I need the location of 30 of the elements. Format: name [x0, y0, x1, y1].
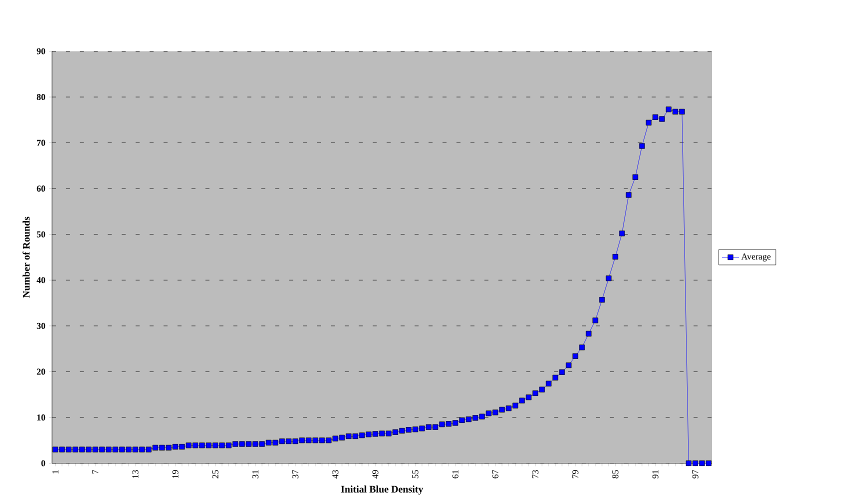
y-tick-label: 50: [36, 231, 46, 238]
y-tick-label: 20: [36, 368, 46, 375]
x-axis-title: Initial Blue Density: [341, 486, 424, 495]
x-tick-label: 1: [52, 470, 58, 474]
x-tick-label: 7: [92, 470, 98, 474]
x-tick-label: 97: [692, 470, 698, 478]
x-tick-label: 73: [532, 470, 538, 478]
y-tick-label: 0: [41, 460, 46, 466]
y-tick-label: 80: [36, 94, 46, 100]
x-tick-label: 49: [372, 470, 378, 479]
x-tick-label: 79: [572, 470, 578, 478]
x-tick-label: 67: [492, 470, 498, 478]
x-tick-label: 37: [292, 470, 298, 478]
y-tick-label: 40: [36, 277, 46, 284]
x-tick-label: 31: [252, 470, 258, 478]
y-tick-label: 60: [36, 186, 46, 192]
x-tick-label: 13: [132, 470, 138, 478]
x-tick-label: 55: [412, 470, 418, 478]
x-tick-label: 61: [452, 470, 458, 478]
legend-label: Average: [741, 254, 771, 262]
y-tick-label: 90: [36, 48, 46, 54]
y-tick-label: 10: [37, 414, 46, 421]
y-axis-title: Number of Rounds: [22, 216, 30, 298]
x-tick-label: 43: [332, 470, 338, 479]
x-tick-label: 19: [172, 470, 178, 478]
x-tick-label: 91: [652, 470, 658, 478]
y-tick-label: 70: [37, 140, 46, 146]
x-tick-label: 85: [612, 470, 618, 478]
x-tick-label: 25: [212, 470, 218, 478]
y-tick-label: 30: [36, 322, 46, 329]
